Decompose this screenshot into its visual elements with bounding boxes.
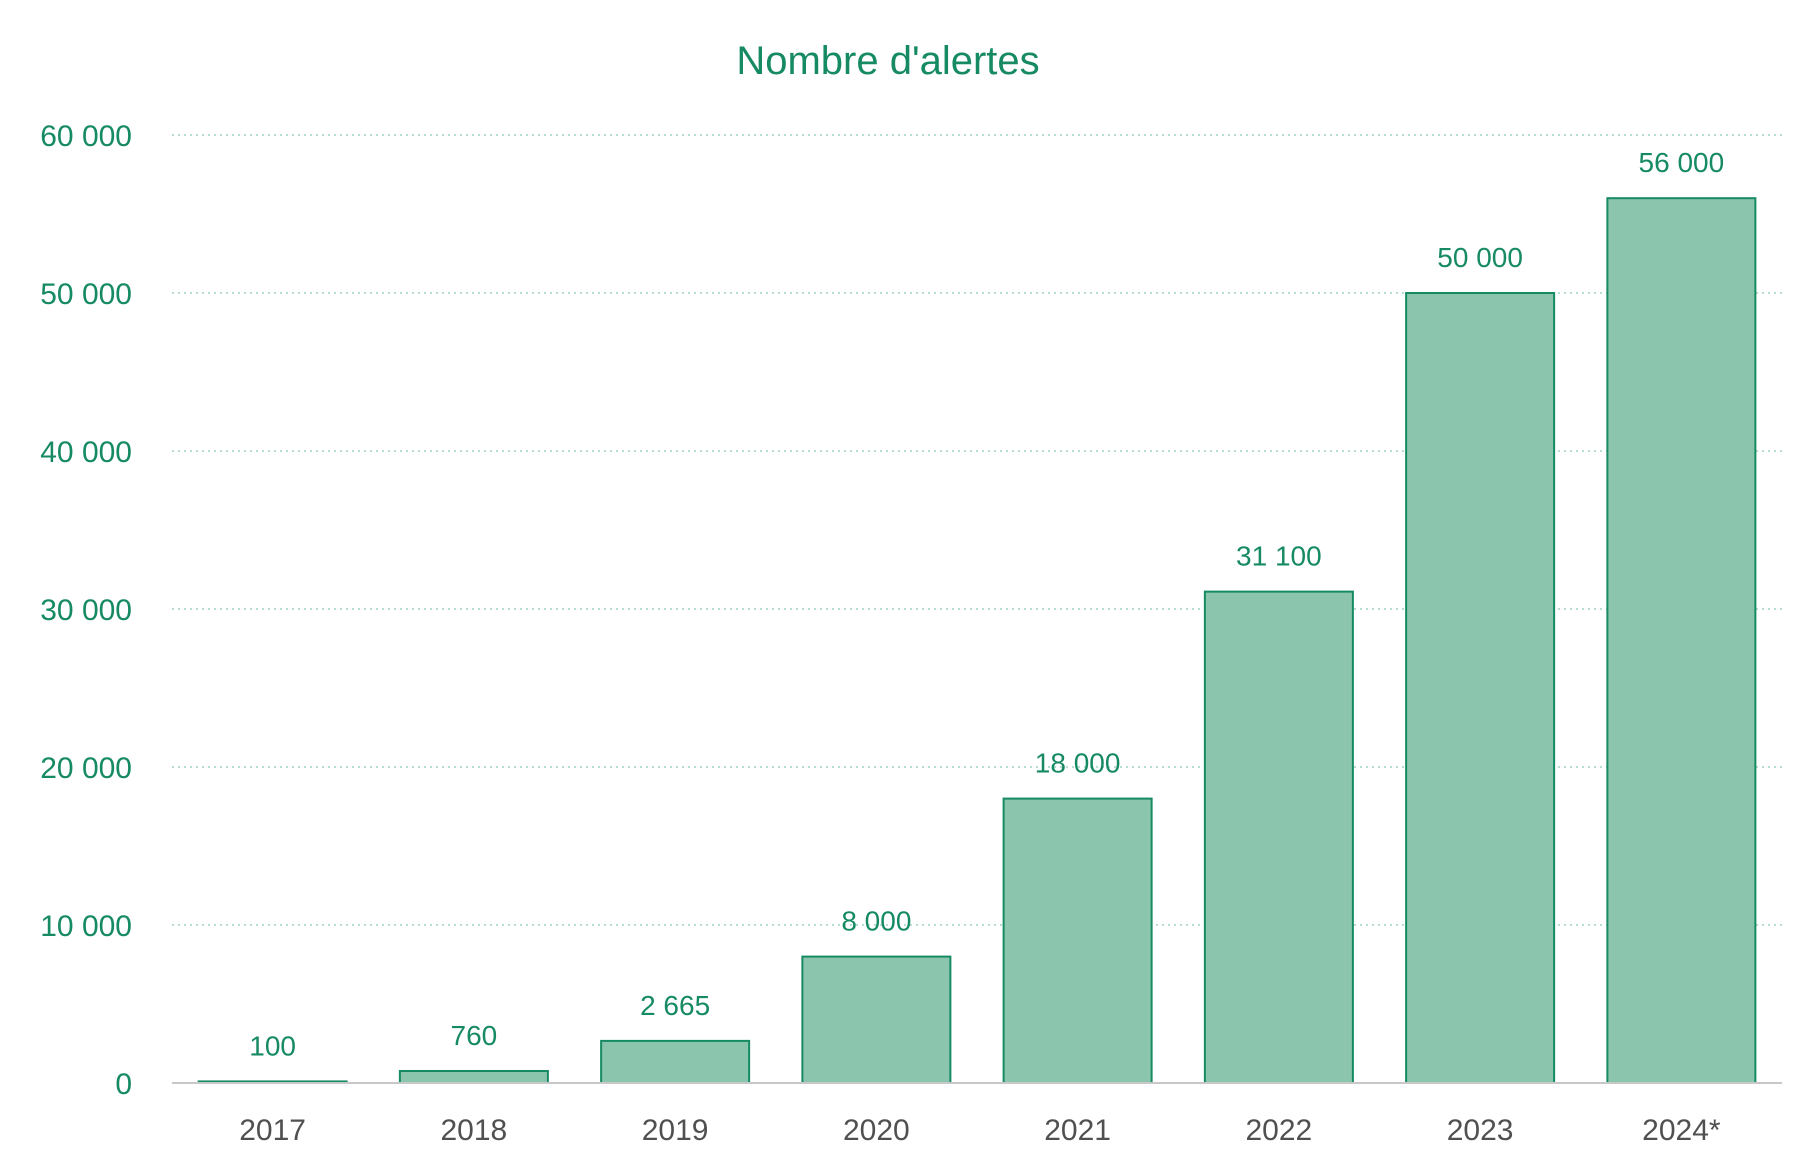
bar-2019	[600, 1039, 751, 1084]
y-tick-label: 30 000	[40, 594, 132, 627]
data-label: 2 665	[640, 990, 710, 1021]
bar-2018	[398, 1069, 549, 1084]
bar-2022	[1203, 590, 1354, 1084]
bar-2024	[1606, 197, 1757, 1084]
data-label: 31 100	[1236, 541, 1322, 572]
y-tick-label: 40 000	[40, 436, 132, 469]
x-tick-label: 2023	[1447, 1114, 1514, 1147]
x-tick-label: 2024*	[1642, 1114, 1721, 1147]
y-axis-ticks: 0 10 000 20 000 30 000 40 000 50 000 60 000	[40, 120, 132, 1101]
data-label: 760	[451, 1020, 498, 1051]
data-label: 50 000	[1437, 242, 1523, 273]
bar-2021	[1002, 797, 1153, 1084]
bars	[197, 197, 1757, 1085]
data-labels: 100 760 2 665 8 000 18 000 31 100 50 000 56 000	[249, 147, 1724, 1061]
y-tick-label: 60 000	[40, 120, 132, 153]
y-tick-label: 10 000	[40, 910, 132, 943]
data-label: 18 000	[1035, 748, 1121, 779]
x-tick-label: 2018	[441, 1114, 508, 1147]
x-tick-label: 2020	[843, 1114, 910, 1147]
y-tick-label: 0	[115, 1068, 132, 1101]
y-tick-label: 50 000	[40, 278, 132, 311]
bar-2023	[1405, 292, 1556, 1084]
x-tick-label: 2019	[642, 1114, 709, 1147]
y-tick-label: 20 000	[40, 752, 132, 785]
x-tick-label: 2017	[239, 1114, 306, 1147]
data-label: 100	[249, 1030, 296, 1061]
gridlines	[172, 134, 1782, 926]
chart-title: Nombre d'alertes	[736, 39, 1039, 83]
bar-2020	[801, 955, 952, 1084]
data-label: 56 000	[1639, 147, 1725, 178]
x-axis-ticks: 2017 2018 2019 2020 2021 2022 2023 2024*	[239, 1114, 1721, 1147]
x-tick-label: 2022	[1246, 1114, 1313, 1147]
x-tick-label: 2021	[1044, 1114, 1111, 1147]
data-label: 8 000	[841, 906, 911, 937]
